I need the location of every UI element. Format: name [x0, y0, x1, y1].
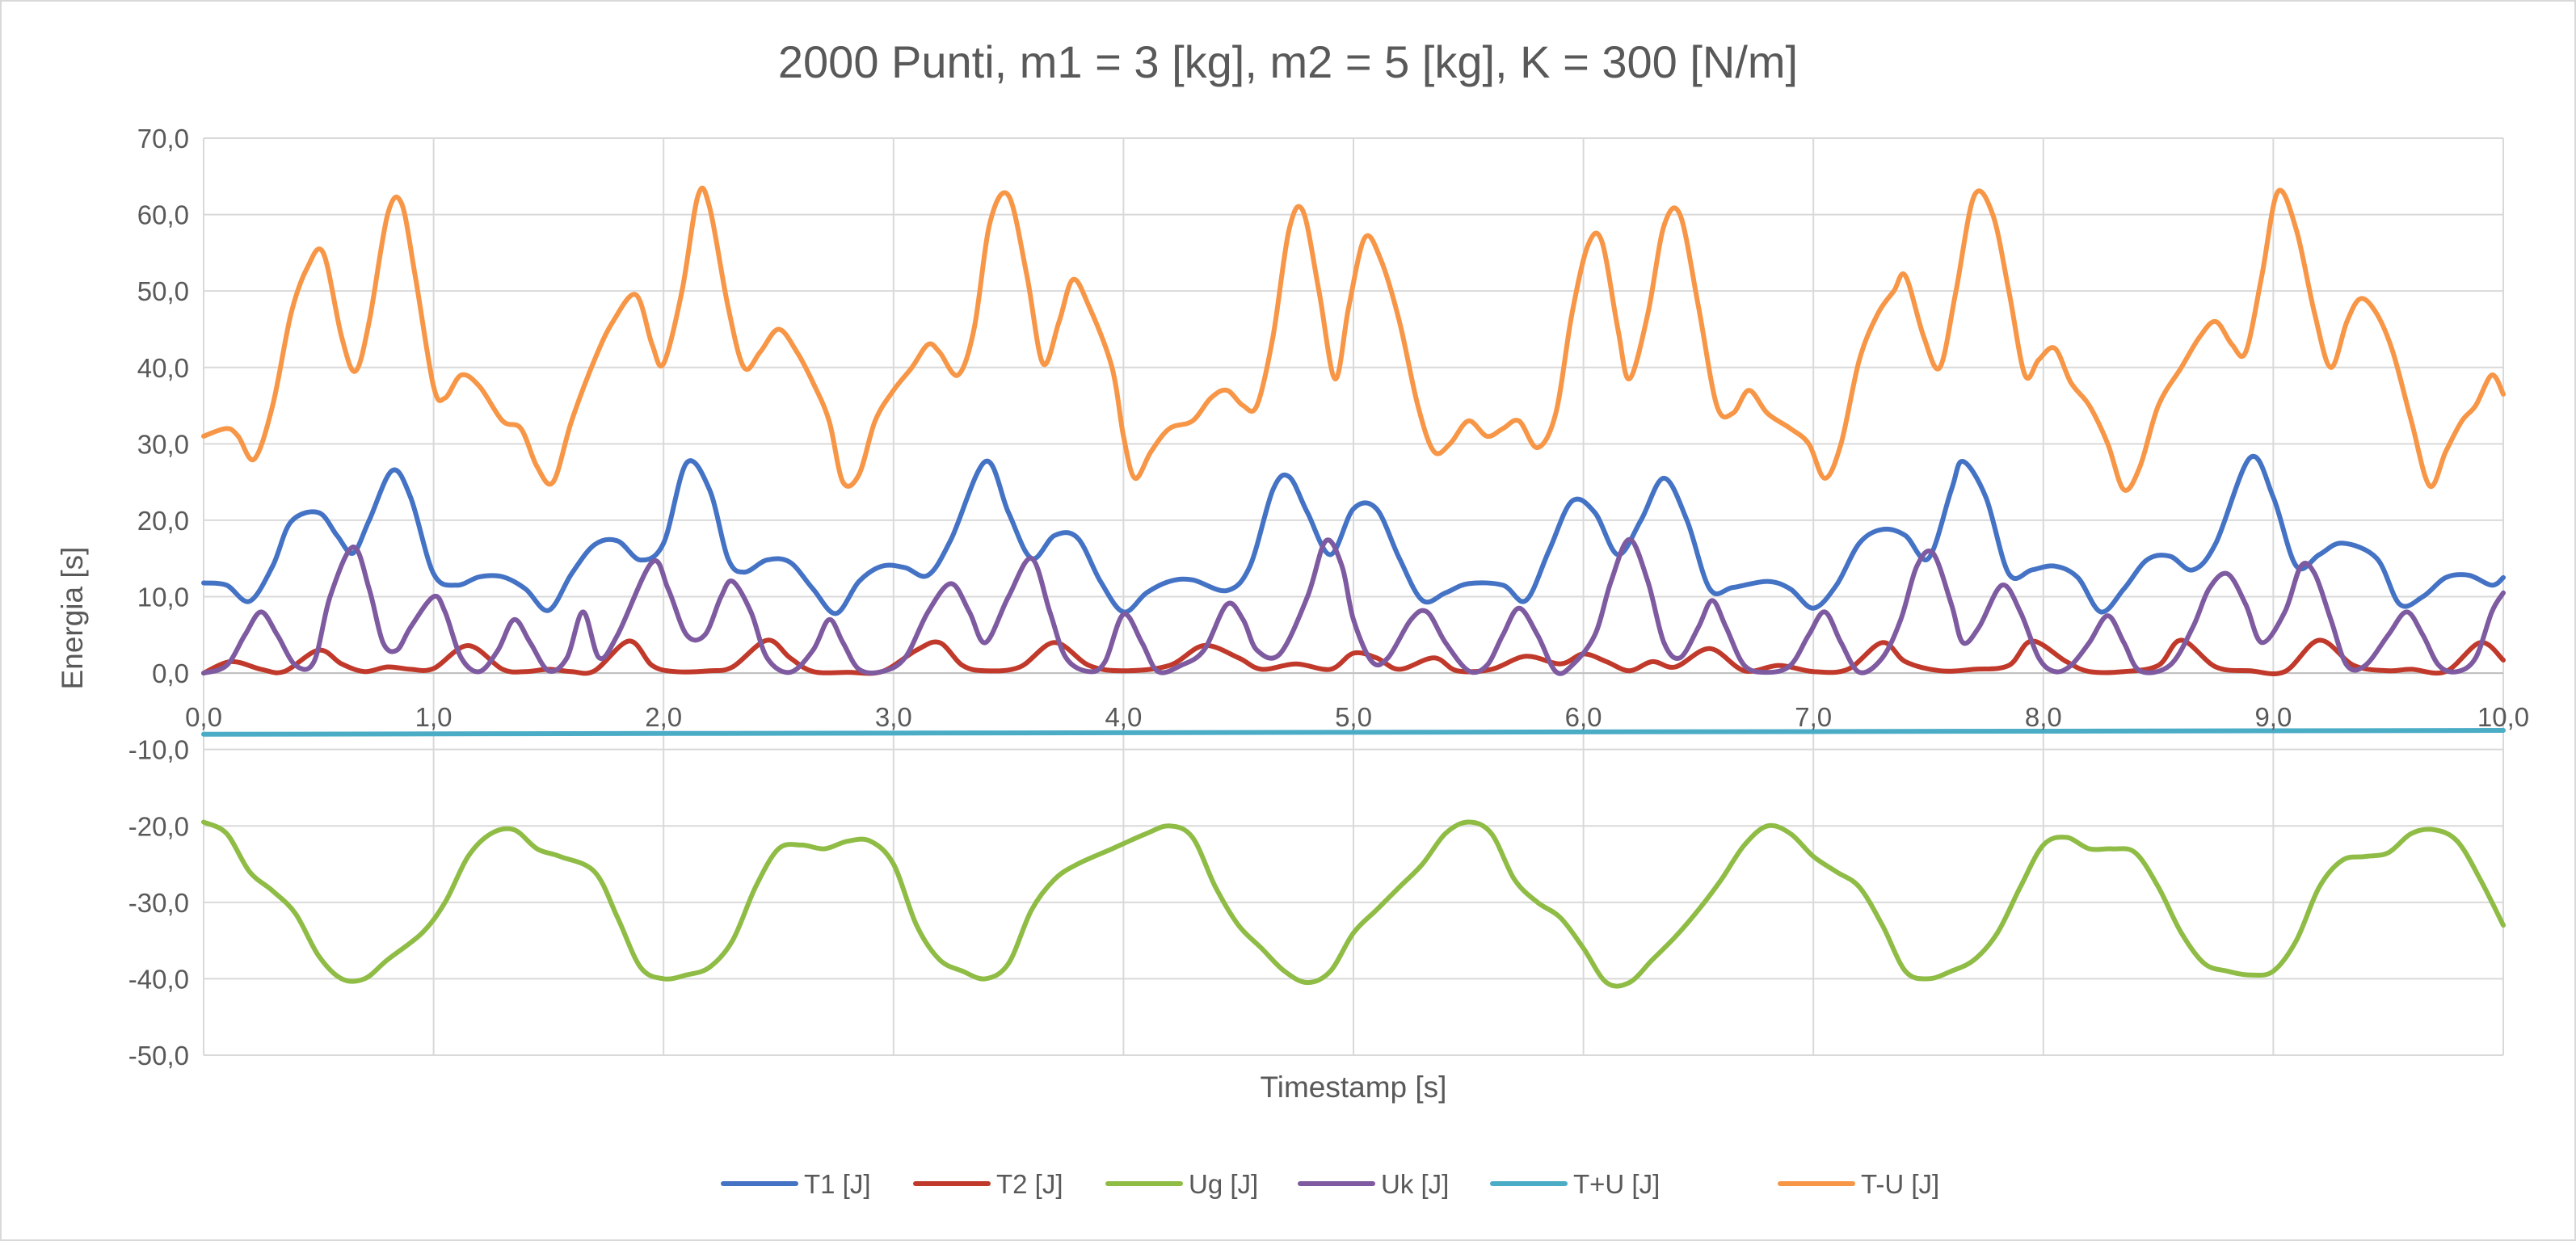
x-tick-label: 4,0 — [1105, 702, 1142, 732]
legend-item-4: T+U [J] — [1490, 1169, 1660, 1199]
y-tick-label: 60,0 — [137, 200, 189, 230]
legend-label: T+U [J] — [1573, 1169, 1660, 1199]
y-tick-label: 20,0 — [137, 506, 189, 536]
series-line-2 — [201, 819, 2506, 989]
y-tick-label: -50,0 — [128, 1041, 189, 1071]
x-tick-label: 9,0 — [2254, 702, 2292, 732]
series-line-5 — [201, 185, 2506, 493]
y-tick-label: -10,0 — [128, 735, 189, 765]
y-tick-label: 50,0 — [137, 276, 189, 306]
x-axis-title: Timestamp [s] — [1261, 1071, 1447, 1104]
y-tick-label: 10,0 — [137, 583, 189, 612]
x-tick-label: 8,0 — [2025, 702, 2062, 732]
series-line-3 — [201, 536, 2506, 676]
x-tick-label: 10,0 — [2477, 702, 2529, 732]
legend-item-5: T-U [J] — [1778, 1169, 1939, 1199]
tick-layer: 70,060,050,040,030,020,010,00,0-10,0-20,… — [128, 124, 2529, 1071]
series-line-0 — [201, 453, 2506, 616]
y-tick-label: 0,0 — [152, 658, 189, 688]
legend: T1 [J] T2 [J] Ug [J] Uk [J] T+U [J] T-U [J] — [721, 1169, 1939, 1199]
x-tick-label: 2,0 — [645, 702, 682, 732]
y-tick-label: 40,0 — [137, 353, 189, 383]
y-tick-label: 30,0 — [137, 429, 189, 459]
y-tick-label: 70,0 — [137, 124, 189, 154]
legend-label: Ug [J] — [1189, 1169, 1258, 1199]
legend-item-0: T1 [J] — [721, 1169, 871, 1199]
legend-label: T2 [J] — [996, 1169, 1063, 1199]
x-tick-label: 5,0 — [1335, 702, 1372, 732]
x-tick-label: 7,0 — [1795, 702, 1832, 732]
x-tick-label: 6,0 — [1565, 702, 1602, 732]
legend-label: T-U [J] — [1861, 1169, 1939, 1199]
y-tick-label: -40,0 — [128, 964, 189, 994]
legend-item-2: Ug [J] — [1105, 1169, 1258, 1199]
y-tick-label: -30,0 — [128, 888, 189, 918]
legend-item-3: Uk [J] — [1298, 1169, 1449, 1199]
grid-layer — [203, 137, 2504, 1056]
x-tick-label: 0,0 — [185, 702, 222, 732]
series-line-4 — [201, 728, 2506, 737]
chart-title: 2000 Punti, m1 = 3 [kg], m2 = 5 [kg], K … — [778, 36, 1798, 87]
x-tick-label: 3,0 — [875, 702, 912, 732]
x-tick-label: 1,0 — [415, 702, 452, 732]
legend-label: T1 [J] — [804, 1169, 871, 1199]
series-layer — [201, 185, 2506, 989]
legend-item-1: T2 [J] — [913, 1169, 1063, 1199]
y-axis-title: Energia [s] — [56, 547, 89, 690]
legend-label: Uk [J] — [1381, 1169, 1449, 1199]
y-tick-label: -20,0 — [128, 811, 189, 841]
